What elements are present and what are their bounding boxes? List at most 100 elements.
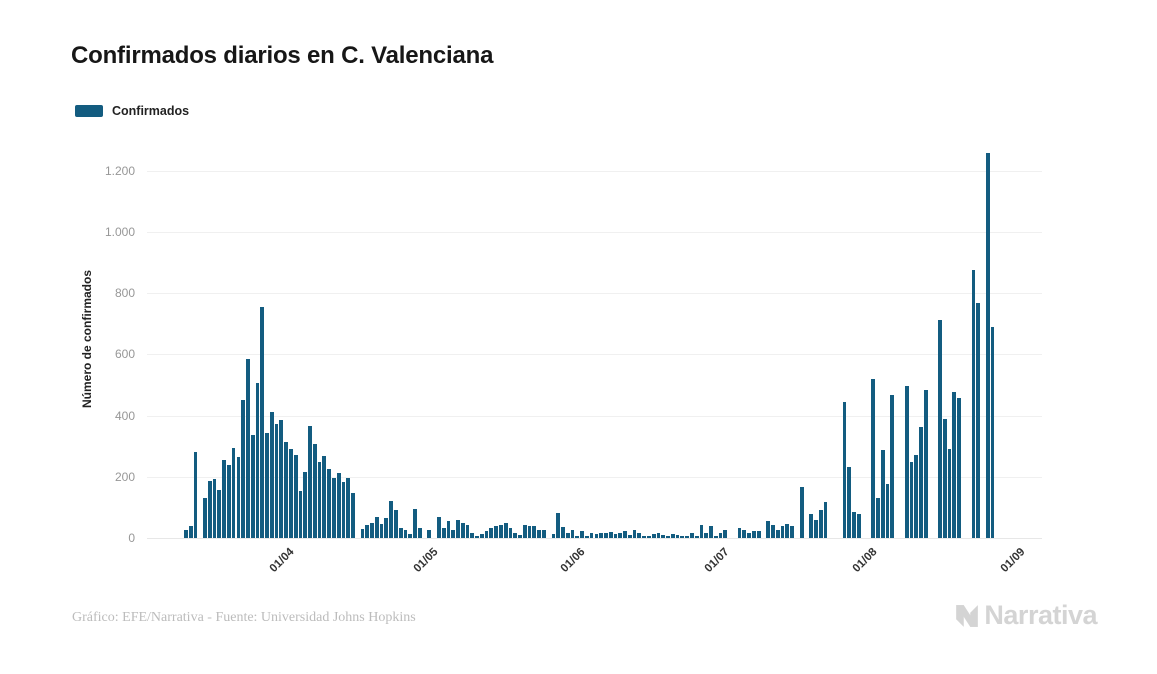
bar[interactable] [938,320,942,538]
bar[interactable] [799,486,804,538]
bar[interactable] [675,534,680,538]
bar[interactable] [551,533,556,538]
bar[interactable] [752,531,756,538]
bar[interactable] [222,459,226,538]
bar[interactable] [274,423,279,538]
bar[interactable] [632,530,637,538]
bar[interactable] [608,531,613,538]
bar[interactable] [694,536,699,538]
bar[interactable] [842,401,847,538]
bar[interactable] [427,530,432,538]
bar[interactable] [909,461,914,538]
bar[interactable] [303,471,308,538]
bar[interactable] [351,492,355,538]
bar[interactable] [957,398,962,538]
bar[interactable] [494,526,499,538]
bar[interactable] [394,509,398,538]
bar[interactable] [952,392,957,538]
bar[interactable] [594,533,599,538]
bar[interactable] [470,532,475,538]
bar[interactable] [737,528,742,538]
bar[interactable] [298,491,303,538]
bar[interactable] [747,532,751,538]
bar[interactable] [990,326,995,538]
bar[interactable] [465,524,470,538]
bar[interactable] [561,526,565,538]
bar[interactable] [475,536,479,538]
bar[interactable] [580,531,584,538]
bar[interactable] [293,455,298,538]
bar[interactable] [919,426,923,538]
bar[interactable] [446,521,451,538]
bar[interactable] [680,536,685,538]
bar[interactable] [217,489,222,538]
bar[interactable] [670,533,675,538]
bar[interactable] [604,533,608,538]
bar[interactable] [637,532,642,538]
bar[interactable] [785,523,790,538]
bar[interactable] [341,481,346,538]
bar[interactable] [379,523,384,538]
bar[interactable] [499,524,503,538]
bar[interactable] [260,307,265,538]
bar[interactable] [718,532,723,538]
bar[interactable] [417,528,422,538]
bar[interactable] [857,514,861,538]
bar[interactable] [331,477,336,538]
bar[interactable] [408,533,413,538]
bar[interactable] [890,395,895,538]
bar[interactable] [541,529,546,538]
bar[interactable] [880,450,885,538]
bar[interactable] [308,426,312,538]
bar[interactable] [537,530,541,538]
bar[interactable] [923,390,928,538]
bar[interactable] [413,509,417,538]
bar[interactable] [756,531,761,538]
bar[interactable] [188,525,193,538]
bar[interactable] [398,528,403,538]
bar[interactable] [456,519,460,538]
bar[interactable] [618,533,623,538]
bar[interactable] [704,532,709,538]
bar[interactable] [193,452,198,538]
bar[interactable] [818,510,823,538]
bar[interactable] [685,535,689,538]
bar[interactable] [589,533,594,538]
bar[interactable] [279,420,284,538]
bar[interactable] [976,302,981,538]
bar[interactable] [317,462,322,538]
bar[interactable] [250,434,255,538]
bar[interactable] [484,531,489,538]
bar[interactable] [823,501,828,538]
bar[interactable] [489,528,494,538]
bar[interactable] [327,468,331,538]
bar[interactable] [656,533,661,538]
bar[interactable] [814,519,818,538]
bar[interactable] [518,534,522,538]
bar[interactable] [212,478,217,538]
bar[interactable] [623,531,627,538]
bar[interactable] [651,534,656,538]
bar[interactable] [947,448,952,538]
bar[interactable] [284,442,288,538]
bar[interactable] [241,400,246,538]
bar[interactable] [346,478,351,538]
bar[interactable] [513,533,518,538]
bar[interactable] [441,528,446,538]
bar[interactable] [365,524,370,538]
bar[interactable] [389,500,394,538]
bar[interactable] [942,418,947,538]
bar[interactable] [689,532,694,538]
bar[interactable] [771,524,775,538]
bar[interactable] [599,532,604,538]
bar[interactable] [336,473,341,538]
bar[interactable] [742,530,747,538]
legend-item-confirmados[interactable]: Confirmados [75,104,189,118]
bar[interactable] [642,535,646,538]
bar[interactable] [370,523,374,538]
bar[interactable] [871,379,876,538]
bar[interactable] [575,535,580,538]
bar[interactable] [556,513,561,538]
bar[interactable] [460,523,465,538]
bar[interactable] [384,518,389,538]
